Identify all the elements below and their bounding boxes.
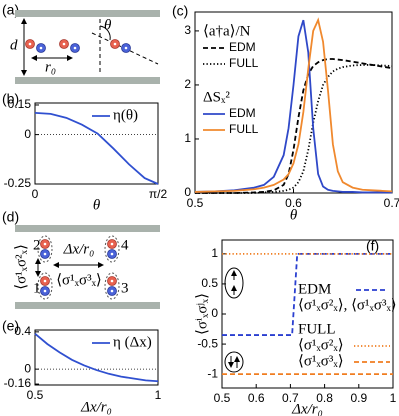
x-tick-label: 0.5 xyxy=(187,196,204,210)
x-tick-label: π/2 xyxy=(149,187,168,201)
pair-outline xyxy=(104,272,120,300)
pair-outline xyxy=(37,272,53,300)
legend-label: ⟨σ¹ₓσ²ₓ⟩, ⟨σ¹ₓσ³ₓ⟩ xyxy=(298,297,397,313)
pair-horizontal-label: ⟨σ¹ₓσ³ₓ⟩ xyxy=(56,272,102,288)
site-label: 4 xyxy=(121,237,129,253)
y-tick-label: -0.16 xyxy=(4,376,32,390)
legend-label: ⟨σ¹ₓσ²ₓ⟩ xyxy=(298,337,344,353)
diagram-d: (d) 2 1 4 3 ⟨σ¹ₓσ²ₓ⟩ Δx/r₀ ⟨σ¹ₓσ³ₓ⟩ xyxy=(2,209,160,309)
y-tick-label: 0.4 xyxy=(14,324,31,338)
x-axis-label: θ xyxy=(93,197,101,213)
diagram-a: (a) d θ r₀ xyxy=(2,2,160,84)
data-line xyxy=(194,19,392,194)
angle-arc xyxy=(99,25,111,41)
x-axis-label: Δx/r₀ xyxy=(291,401,323,416)
panel-label: (a) xyxy=(2,2,19,18)
state-icons xyxy=(224,267,244,373)
y-tick-label: 0 xyxy=(24,361,31,375)
x-tick-label: 0.6 xyxy=(248,391,265,405)
data-line xyxy=(34,111,159,185)
y-tick-label: -1 xyxy=(207,366,218,380)
plate xyxy=(15,10,160,17)
data-line xyxy=(195,64,393,194)
site-label: 3 xyxy=(121,280,129,296)
panel-label: (d) xyxy=(2,209,19,225)
x-tick-label: 0.5 xyxy=(27,388,44,402)
x-tick-label: 0.6 xyxy=(285,196,302,210)
x-tick-label: 0.9 xyxy=(350,391,367,405)
data-line xyxy=(34,333,159,383)
x-axis-label: θ xyxy=(290,207,298,223)
r0-label: r₀ xyxy=(45,59,56,75)
data-line xyxy=(222,252,393,336)
legend-title: ΔSₓ² xyxy=(203,89,230,105)
icon-oval xyxy=(224,351,244,373)
x-tick-label: 0.5 xyxy=(214,391,231,405)
legend-label: ⟨σ¹ₓσ³ₓ⟩ xyxy=(298,353,344,369)
plot-frame xyxy=(34,329,159,386)
legend-label: EDM xyxy=(229,106,256,120)
legend-title: EDM xyxy=(298,281,331,297)
y-tick-label: 1 xyxy=(211,246,218,260)
y-tick-label: -0.5 xyxy=(197,336,218,350)
panel-label: (b) xyxy=(2,91,19,107)
x-tick-label: 0.8 xyxy=(316,391,333,405)
y-tick-label: 0 xyxy=(211,306,218,320)
y-tick-label: 2 xyxy=(184,77,191,91)
y-tick-label: 1 xyxy=(184,131,191,145)
x-tick-label: 0 xyxy=(32,187,39,201)
y-tick-label: 0 xyxy=(24,127,31,141)
pair-outline xyxy=(37,235,53,263)
plate xyxy=(15,302,160,309)
legend-label: EDM xyxy=(229,40,256,54)
x-tick-label: 1 xyxy=(390,391,397,405)
site-label: 2 xyxy=(33,237,41,253)
legend-title: FULL xyxy=(298,321,336,337)
x-axis-label: Δx/r₀ xyxy=(80,399,112,415)
theta-label: θ xyxy=(104,17,112,33)
x-tick-label: 0.7 xyxy=(384,196,399,210)
y-tick-label: 0 xyxy=(184,185,191,199)
y-tick-label: -0.25 xyxy=(4,176,32,190)
legend-label: FULL xyxy=(229,122,259,136)
legend-label: FULL xyxy=(229,56,259,70)
spacing-label: Δx/r₀ xyxy=(63,241,95,257)
plot-frame xyxy=(34,102,159,185)
x-tick-label: 1 xyxy=(155,388,162,402)
plate xyxy=(15,225,160,232)
x-tick-label: 0.7 xyxy=(282,391,299,405)
panel-label: (c) xyxy=(172,3,188,19)
pair-vertical-label: ⟨σ¹ₓσ²ₓ⟩ xyxy=(13,244,29,290)
site-label: 1 xyxy=(33,280,41,296)
pair-outline xyxy=(104,235,120,263)
legend-label: η(θ) xyxy=(113,107,138,123)
data-line xyxy=(194,17,393,193)
y-tick-label: 0.15 xyxy=(8,97,32,111)
y-axis-label: ⟨σⁱₓσʲₓ⟩ xyxy=(194,293,210,335)
d-label: d xyxy=(10,37,18,53)
y-tick-label: 3 xyxy=(184,23,191,37)
panel-label: (e) xyxy=(2,318,19,334)
y-tick-label: 0.5 xyxy=(201,276,218,290)
panel-label: (f) xyxy=(366,238,379,254)
plate xyxy=(15,77,160,84)
legend-label: η (Δx) xyxy=(113,334,152,350)
legend-title: ⟨a†a⟩/N xyxy=(203,23,251,39)
icon-oval xyxy=(224,267,244,299)
